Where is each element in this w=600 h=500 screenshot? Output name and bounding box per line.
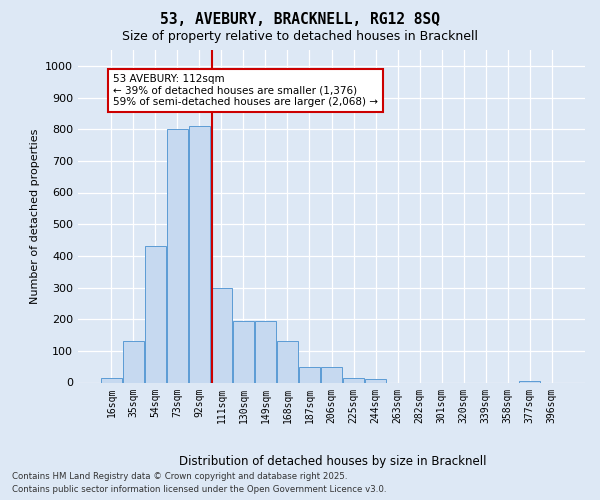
Text: Contains HM Land Registry data © Crown copyright and database right 2025.: Contains HM Land Registry data © Crown c… <box>12 472 347 481</box>
Bar <box>189 126 210 382</box>
Text: 53, AVEBURY, BRACKNELL, RG12 8SQ: 53, AVEBURY, BRACKNELL, RG12 8SQ <box>160 12 440 28</box>
Bar <box>233 321 254 382</box>
Text: Contains public sector information licensed under the Open Government Licence v3: Contains public sector information licen… <box>12 485 386 494</box>
Bar <box>167 129 188 382</box>
Bar <box>255 321 276 382</box>
Text: Distribution of detached houses by size in Bracknell: Distribution of detached houses by size … <box>179 454 487 468</box>
Bar <box>101 378 122 382</box>
Bar <box>299 366 320 382</box>
Bar <box>211 288 232 382</box>
Text: Size of property relative to detached houses in Bracknell: Size of property relative to detached ho… <box>122 30 478 43</box>
Bar <box>277 342 298 382</box>
Bar <box>145 246 166 382</box>
Bar <box>123 342 144 382</box>
Bar <box>519 381 540 382</box>
Y-axis label: Number of detached properties: Number of detached properties <box>29 128 40 304</box>
Bar <box>365 380 386 382</box>
Text: 53 AVEBURY: 112sqm
← 39% of detached houses are smaller (1,376)
59% of semi-deta: 53 AVEBURY: 112sqm ← 39% of detached hou… <box>113 74 378 107</box>
Bar <box>321 366 342 382</box>
Bar <box>343 378 364 382</box>
